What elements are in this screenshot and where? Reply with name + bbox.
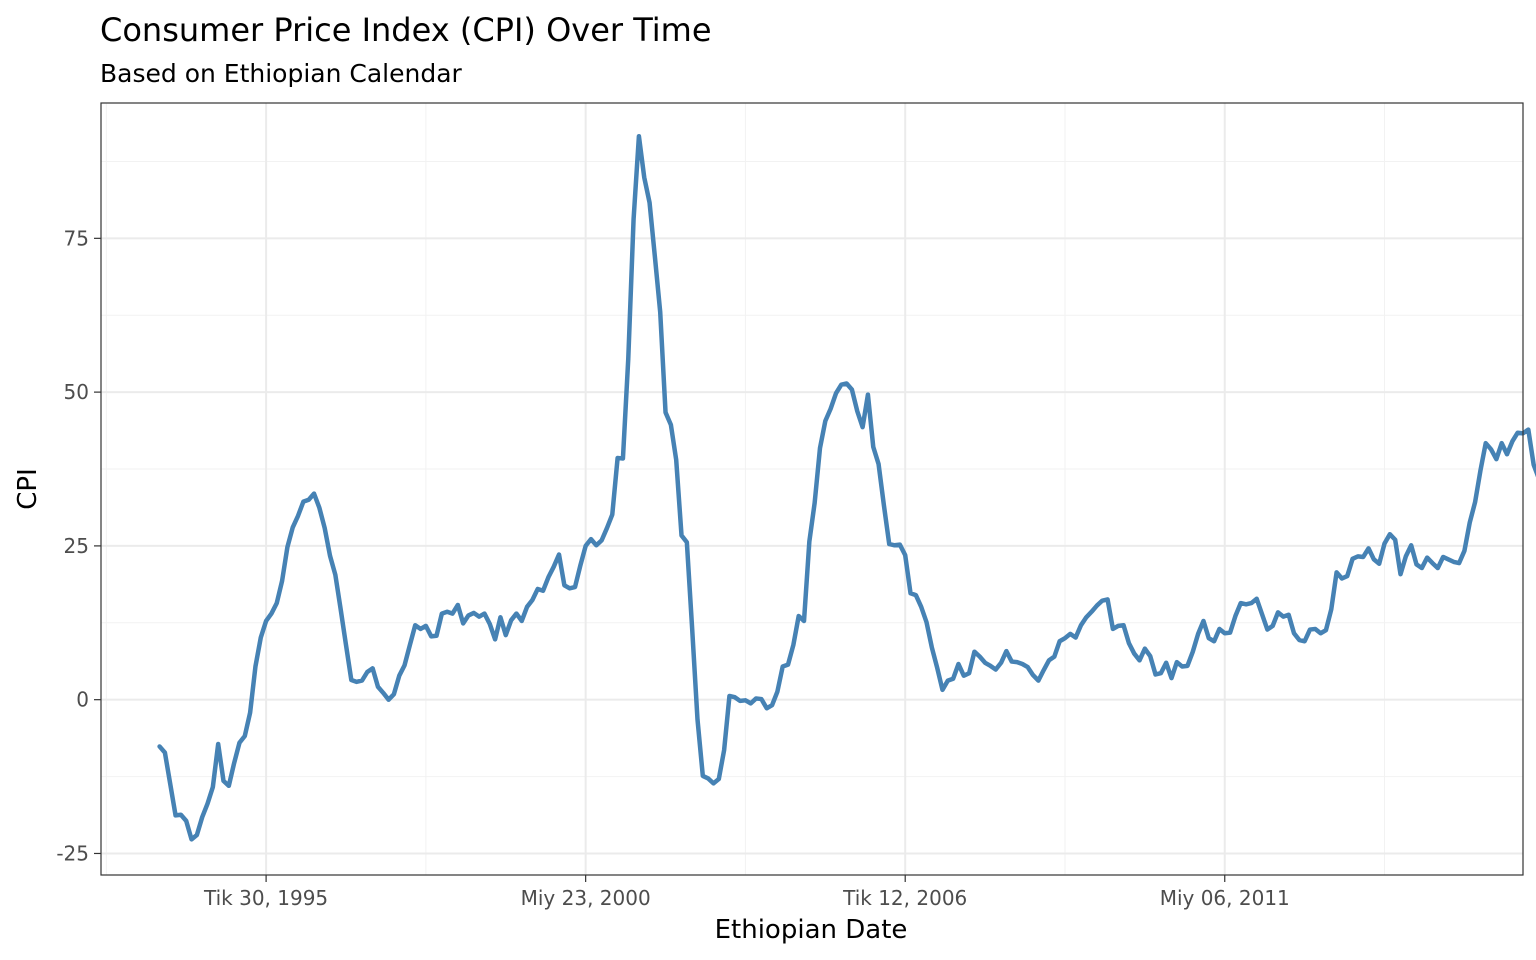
x-tick-label: Miy 23, 2000 <box>521 886 651 910</box>
x-axis-title: Ethiopian Date <box>715 915 908 945</box>
grid-lines <box>101 103 1523 875</box>
y-tick-label: 25 <box>64 534 89 558</box>
cpi-series-line <box>157 133 1536 842</box>
y-axis-title: CPI <box>13 468 43 510</box>
x-tick-label: Miy 06, 2011 <box>1160 886 1290 910</box>
axes: -25 0 25 50 75 Tik 30, 1995 Miy 23, 2000 Tik 12… <box>56 226 1289 910</box>
chart-subtitle: Based on Ethiopian Calendar <box>100 59 463 88</box>
series-layer <box>157 133 1536 842</box>
y-tick-label: -25 <box>56 841 89 865</box>
y-tick-label: 50 <box>64 380 89 404</box>
y-tick-label: 75 <box>64 226 89 250</box>
y-tick-label: 0 <box>76 688 89 712</box>
plot-panel-border <box>100 102 1524 876</box>
chart-title: Consumer Price Index (CPI) Over Time <box>100 11 712 49</box>
x-tick-label: Tik 30, 1995 <box>203 886 328 910</box>
x-tick-label: Tik 12, 2006 <box>842 886 967 910</box>
